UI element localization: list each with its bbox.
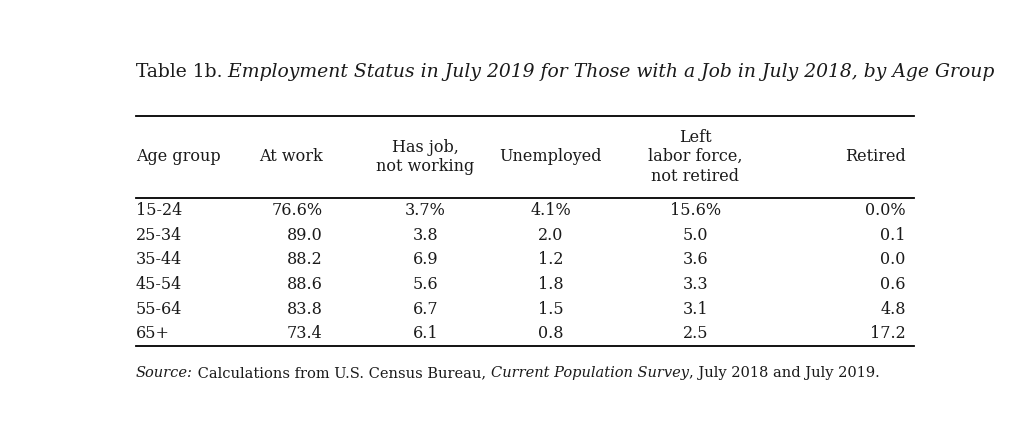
Text: 15.6%: 15.6% xyxy=(670,202,721,219)
Text: Age group: Age group xyxy=(136,149,220,165)
Text: 65+: 65+ xyxy=(136,325,170,342)
Text: 0.8: 0.8 xyxy=(538,325,563,342)
Text: 25-34: 25-34 xyxy=(136,226,182,244)
Text: 2.5: 2.5 xyxy=(683,325,709,342)
Text: , July 2018 and July 2019.: , July 2018 and July 2019. xyxy=(688,366,880,380)
Text: Table 1b.: Table 1b. xyxy=(136,63,222,81)
Text: 1.8: 1.8 xyxy=(538,276,563,293)
Text: 6.9: 6.9 xyxy=(413,251,438,268)
Text: 83.8: 83.8 xyxy=(287,301,323,318)
Text: Retired: Retired xyxy=(845,149,905,165)
Text: 0.1: 0.1 xyxy=(881,226,905,244)
Text: 15-24: 15-24 xyxy=(136,202,182,219)
Text: 3.1: 3.1 xyxy=(683,301,709,318)
Text: 55-64: 55-64 xyxy=(136,301,182,318)
Text: 1.2: 1.2 xyxy=(538,251,563,268)
Text: Calculations from U.S. Census Bureau,: Calculations from U.S. Census Bureau, xyxy=(193,366,490,380)
Text: 3.6: 3.6 xyxy=(683,251,709,268)
Text: 0.0: 0.0 xyxy=(881,251,905,268)
Text: 3.8: 3.8 xyxy=(413,226,438,244)
Text: 0.0%: 0.0% xyxy=(865,202,905,219)
Text: 45-54: 45-54 xyxy=(136,276,182,293)
Text: 3.7%: 3.7% xyxy=(406,202,446,219)
Text: Left
labor force,
not retired: Left labor force, not retired xyxy=(648,129,742,185)
Text: 4.1%: 4.1% xyxy=(530,202,571,219)
Text: 17.2: 17.2 xyxy=(870,325,905,342)
Text: Unemployed: Unemployed xyxy=(500,149,602,165)
Text: 76.6%: 76.6% xyxy=(271,202,323,219)
Text: 0.6: 0.6 xyxy=(881,276,905,293)
Text: Has job,
not working: Has job, not working xyxy=(377,139,475,175)
Text: Current Population Survey: Current Population Survey xyxy=(490,366,688,380)
Text: 5.0: 5.0 xyxy=(683,226,709,244)
Text: 4.8: 4.8 xyxy=(881,301,905,318)
Text: 5.6: 5.6 xyxy=(413,276,438,293)
Text: 35-44: 35-44 xyxy=(136,251,182,268)
Text: 6.7: 6.7 xyxy=(413,301,438,318)
Text: 3.3: 3.3 xyxy=(683,276,709,293)
Text: Source:: Source: xyxy=(136,366,193,380)
Text: 88.6: 88.6 xyxy=(287,276,323,293)
Text: 6.1: 6.1 xyxy=(413,325,438,342)
Text: 89.0: 89.0 xyxy=(287,226,323,244)
Text: 2.0: 2.0 xyxy=(538,226,563,244)
Text: 1.5: 1.5 xyxy=(538,301,563,318)
Text: 73.4: 73.4 xyxy=(287,325,323,342)
Text: 88.2: 88.2 xyxy=(287,251,323,268)
Text: Employment Status in July 2019 for Those with a Job in July 2018, by Age Group: Employment Status in July 2019 for Those… xyxy=(222,63,994,81)
Text: At work: At work xyxy=(259,149,323,165)
